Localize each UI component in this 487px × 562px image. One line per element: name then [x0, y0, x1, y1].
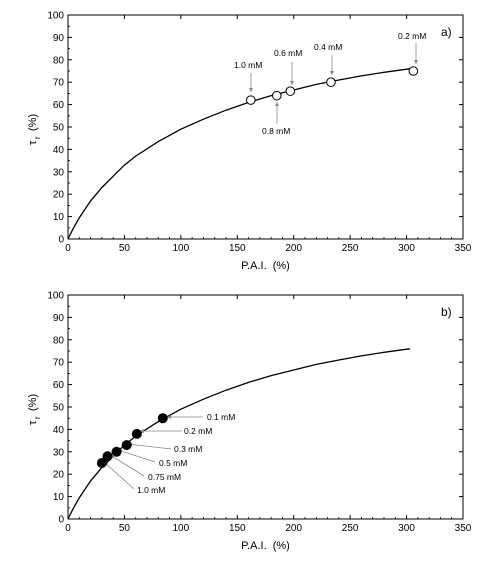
data-point — [157, 413, 168, 424]
y-tick-label: 90 — [53, 313, 65, 324]
x-tick-label: 150 — [229, 243, 246, 254]
data-point — [121, 440, 132, 451]
fit-curve — [67, 348, 411, 520]
annotation-arrowhead — [249, 88, 253, 92]
point-label: 0.3 mM — [174, 444, 202, 454]
y-tick-label: 40 — [53, 145, 65, 156]
x-tick-label: 350 — [455, 523, 472, 534]
y-tick-label: 50 — [53, 123, 65, 134]
data-point — [96, 458, 107, 468]
point-label: 0.4 mM — [314, 42, 342, 52]
x-tick-label: 300 — [398, 243, 415, 254]
x-tick-label: 350 — [455, 243, 472, 254]
annotation-arrowhead — [275, 102, 279, 106]
point-label: 0.75 mM — [148, 472, 181, 482]
annotation-arrowhead — [140, 429, 144, 433]
point-label: 0.2 mM — [184, 426, 212, 436]
y-tick-label: 10 — [53, 212, 65, 223]
x-tick-label: 50 — [119, 243, 131, 254]
x-tick-label: 300 — [398, 523, 415, 534]
x-axis-title: P.A.I. (%) — [241, 260, 290, 272]
x-tick-label: 150 — [229, 523, 246, 534]
fit-curve — [67, 68, 411, 240]
point-label: 0.8 mM — [262, 126, 290, 136]
point-label: 0.1 mM — [207, 412, 235, 422]
y-axis-title-subscript: r — [33, 136, 42, 139]
y-axis-title-unit: (%) — [27, 114, 39, 131]
y-tick-label: 20 — [53, 470, 65, 481]
chart-panel-b: b) P.A.I. (%) τ r (%) 0 50 100 150 200 250 300… — [27, 291, 472, 553]
annotation-arrowhead — [330, 71, 334, 75]
y-tick-label: 40 — [53, 425, 65, 436]
chart-panel-a: a) P.A.I. (%) τ r (%) 0 50 100 150 200 250 300… — [27, 11, 472, 273]
y-tick-label: 70 — [53, 358, 65, 369]
x-tick-label: 0 — [65, 243, 71, 254]
point-label: 0.5 mM — [159, 458, 187, 468]
y-tick-label: 100 — [47, 11, 64, 22]
x-tick-label: 0 — [65, 523, 71, 534]
annotation-arrow — [109, 454, 145, 477]
x-tick-label: 100 — [173, 523, 190, 534]
y-tick-label: 0 — [58, 235, 64, 246]
y-tick-label: 70 — [53, 78, 65, 89]
y-tick-label: 100 — [47, 291, 64, 302]
y-tick-label: 20 — [53, 190, 65, 201]
annotation-arrowhead — [414, 60, 418, 64]
y-tick-label: 90 — [53, 33, 65, 44]
point-label: 0.2 mM — [398, 31, 426, 41]
y-tick-label: 50 — [53, 403, 65, 414]
data-point — [111, 446, 122, 457]
point-label: 1.0 mM — [137, 485, 165, 495]
y-tick-label: 30 — [53, 167, 65, 178]
x-tick-label: 100 — [173, 243, 190, 254]
x-tick-label: 250 — [342, 243, 359, 254]
annotation-arrow — [117, 449, 156, 463]
y-tick-label: 80 — [53, 55, 65, 66]
panel-tag: a) — [441, 25, 452, 39]
y-tick-label: 10 — [53, 492, 65, 503]
x-axis-title: P.A.I. (%) — [241, 540, 290, 552]
y-axis-title: τ r (%) — [27, 394, 42, 425]
y-tick-label: 0 — [58, 515, 64, 526]
y-axis-title-unit: (%) — [27, 394, 39, 411]
data-point — [271, 90, 282, 101]
annotation-arrow — [103, 461, 135, 490]
y-tick-label: 60 — [53, 380, 65, 391]
y-axis-title-symbol: τ — [27, 420, 39, 425]
annotation-arrowhead — [167, 415, 171, 419]
point-label: 1.0 mM — [234, 60, 262, 70]
y-tick-label: 30 — [53, 447, 65, 458]
data-point — [326, 77, 336, 87]
annotation-arrowhead — [290, 81, 294, 85]
panel-tag: b) — [441, 305, 452, 319]
data-point — [285, 86, 296, 96]
x-tick-label: 250 — [342, 523, 359, 534]
x-tick-label: 200 — [285, 523, 302, 534]
y-axis-title-subscript: r — [33, 416, 42, 419]
y-axis-title-symbol: τ — [27, 140, 39, 145]
data-point — [408, 66, 419, 76]
y-axis-title: τ r (%) — [27, 114, 42, 145]
data-point — [131, 428, 142, 439]
x-tick-label: 200 — [285, 243, 302, 254]
data-point — [246, 95, 256, 105]
y-tick-label: 60 — [53, 100, 65, 111]
x-tick-label: 50 — [119, 523, 131, 534]
y-tick-label: 80 — [53, 335, 65, 346]
data-point — [102, 451, 113, 462]
plot-frame — [67, 294, 464, 520]
point-label: 0.6 mM — [274, 48, 302, 58]
annotation-arrow — [127, 443, 172, 450]
